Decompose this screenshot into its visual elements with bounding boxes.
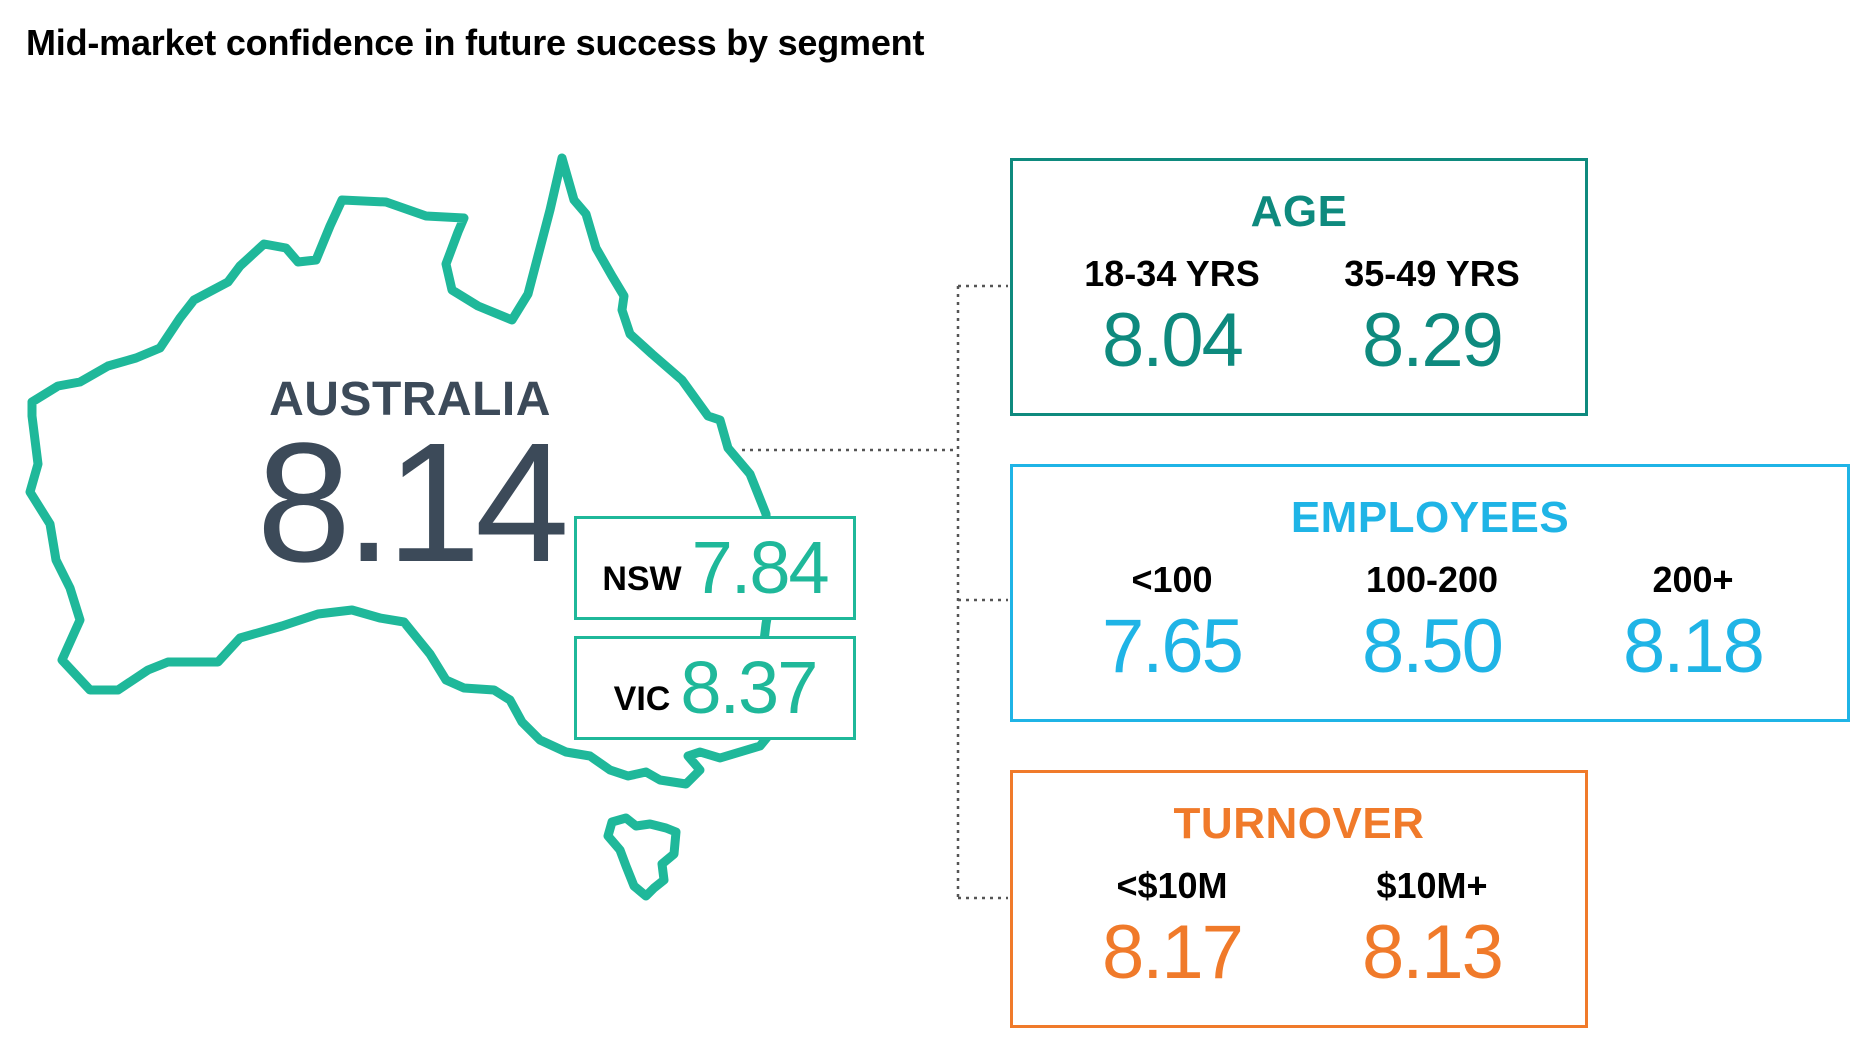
segment-label: <$10M: [1116, 865, 1228, 906]
segment-value: 8.18: [1623, 604, 1765, 689]
segment-item: <$10M 8.17: [1042, 865, 1302, 995]
segment-item: 200+ 8.18: [1563, 559, 1823, 689]
australia-value: 8.14: [256, 408, 570, 598]
segment-label: 200+: [1652, 559, 1734, 600]
segment-value: 8.04: [1102, 298, 1244, 383]
australia-label: AUSTRALIA: [269, 373, 551, 426]
state-code: NSW: [602, 560, 682, 598]
segment-title: EMPLOYEES: [1290, 493, 1570, 542]
state-value: 7.84: [691, 526, 830, 609]
segment-value: 8.13: [1362, 910, 1504, 995]
state-value: 8.37: [680, 646, 818, 729]
segment-label: 18-34 YRS: [1084, 253, 1260, 294]
state-box-vic: VIC 8.37: [574, 636, 856, 740]
segment-box-employees: EMPLOYEES <100 7.65 100-200 8.50 200+ 8.…: [1010, 464, 1850, 722]
segment-box-age: AGE 18-34 YRS 8.04 35-49 YRS 8.29: [1010, 158, 1588, 416]
segment-item: 100-200 8.50: [1302, 559, 1562, 689]
segment-title: AGE: [1250, 187, 1348, 236]
segment-item: <100 7.65: [1042, 559, 1302, 689]
segment-item: 35-49 YRS 8.29: [1302, 253, 1562, 383]
state-box-nsw: NSW 7.84: [574, 516, 856, 620]
page-title: Mid-market confidence in future success …: [26, 22, 925, 63]
tasmania-outline: [603, 813, 681, 901]
segment-value: 7.65: [1102, 604, 1244, 689]
segment-label: 100-200: [1365, 559, 1499, 600]
segment-label: <100: [1131, 559, 1213, 600]
segment-value: 8.50: [1362, 604, 1504, 689]
segment-box-turnover: TURNOVER <$10M 8.17 $10M+ 8.13: [1010, 770, 1588, 1028]
segment-title: TURNOVER: [1173, 799, 1425, 848]
segment-item: $10M+ 8.13: [1302, 865, 1562, 995]
connector-lines: [742, 284, 1008, 900]
state-code: VIC: [613, 680, 671, 718]
segment-value: 8.17: [1102, 910, 1244, 995]
segment-label: $10M+: [1376, 865, 1488, 906]
segment-label: 35-49 YRS: [1344, 253, 1520, 294]
segment-value: 8.29: [1362, 298, 1504, 383]
segment-item: 18-34 YRS 8.04: [1042, 253, 1302, 383]
